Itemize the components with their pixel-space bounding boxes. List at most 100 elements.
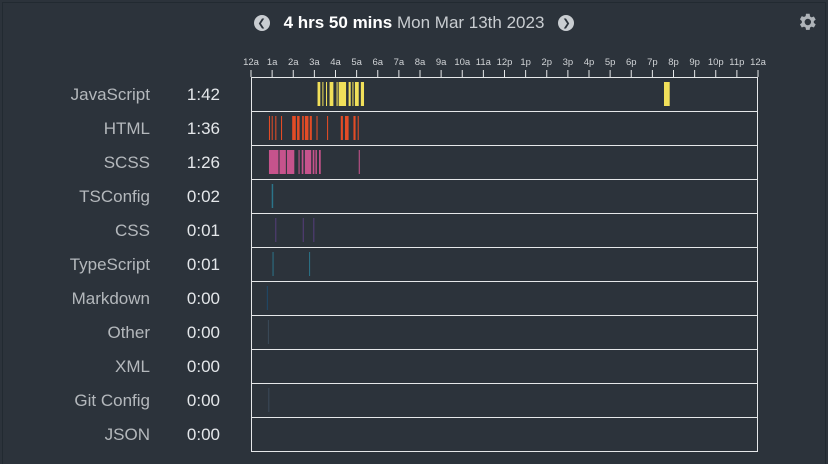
activity-segment [345,116,349,140]
current-date: Mon Mar 13th 2023 [396,13,545,32]
activity-segment [358,150,360,174]
row-label: JSON [104,425,150,444]
activity-segment [302,218,304,242]
row-time: 0:01 [186,255,220,274]
activity-segment [309,116,312,140]
activity-segment [316,116,318,140]
activity-segment [298,150,300,174]
activity-segment [304,150,312,174]
activity-segment [317,82,321,106]
row-time: 1:36 [186,119,220,138]
activity-segment [348,82,351,106]
activity-segment [352,82,354,106]
activity-segment [325,82,328,106]
activity-segment [313,218,315,242]
row-label: XML [115,357,150,376]
row-label: TSConfig [79,187,150,206]
activity-segment [327,116,329,140]
row-time: 0:01 [186,221,220,240]
x-tick-label: 1p [520,57,531,68]
row-label: Other [107,323,150,342]
row-time: 0:00 [186,289,220,308]
x-tick-label: 2p [541,57,552,68]
activity-segment [275,218,277,242]
activity-segment [663,82,670,106]
row-time: 1:42 [186,85,220,104]
activity-segment [319,150,321,174]
x-tick-label: 9p [689,57,700,68]
row-label: TypeScript [69,255,150,274]
x-tick-label: 8p [668,57,679,68]
row-label: Git Config [74,391,150,410]
activity-segment [354,82,359,106]
x-tick-label: 5a [351,57,362,68]
activity-segment [271,116,273,140]
row-label: JavaScript [70,85,150,104]
row-label: CSS [115,221,150,240]
row-label: HTML [103,119,150,138]
activity-segment [304,116,309,140]
x-tick-label: 2a [288,57,299,68]
activity-segment [315,150,317,174]
x-tick-label: 3a [309,57,320,68]
date-navigator: ❮ 4 hrs 50 mins Mon Mar 13th 2023 ❯ [0,11,828,35]
x-tick-label: 12p [497,57,513,68]
activity-segment [360,82,365,106]
activity-segment [279,150,286,174]
activity-segment [329,82,334,106]
activity-segment [292,116,296,140]
activity-segment [353,116,356,140]
activity-segment [322,82,324,106]
activity-segment [268,388,270,412]
activity-segment [340,116,343,140]
activity-segment [309,252,311,276]
next-day-icon[interactable]: ❯ [558,15,575,31]
activity-segment [268,116,271,140]
x-tick-label: 3p [563,57,574,68]
activity-segment [297,116,300,140]
x-tick-label: 6a [372,57,383,68]
activity-segment [286,150,295,174]
row-time: 0:02 [186,187,220,206]
x-tick-label: 4a [330,57,341,68]
row-time: 1:26 [186,153,220,172]
row-label: Markdown [71,289,150,308]
x-tick-label: 11a [476,57,492,68]
x-tick-label: 7p [647,57,658,68]
activity-segment [312,150,315,174]
x-tick-label: 12a [243,57,260,68]
activity-segment [338,82,347,106]
x-tick-label: 11p [729,57,744,68]
activity-segment [271,184,274,208]
x-tick-label: 10a [454,57,471,68]
row-time: 0:00 [186,391,220,410]
x-tick-label: 6p [626,57,637,68]
activity-segment [336,82,338,106]
x-tick-label: 8a [415,57,426,68]
x-tick-label: 7a [394,57,405,68]
activity-segment [302,116,304,140]
activity-segment [357,116,359,140]
activity-segment [268,150,279,174]
activity-segment [266,286,268,310]
x-tick-label: 1a [267,57,278,68]
row-label: SCSS [103,153,150,172]
total-time: 4 hrs 50 mins [283,13,393,32]
activity-segment [280,116,283,140]
row-time: 0:00 [186,425,220,444]
row-time: 0:00 [186,323,220,342]
header-summary: 4 hrs 50 mins Mon Mar 13th 2023 [284,13,545,33]
prev-day-icon[interactable]: ❮ [253,15,270,31]
activity-segment [267,320,269,344]
x-tick-label: 12a [750,57,767,68]
activity-segment [275,116,277,140]
row-time: 0:00 [186,357,220,376]
activity-segment [301,150,304,174]
x-tick-label: 9a [436,57,447,68]
activity-segment [272,252,274,276]
gear-icon[interactable] [796,11,818,33]
x-tick-label: 10p [708,57,724,68]
x-tick-label: 4p [584,57,595,68]
